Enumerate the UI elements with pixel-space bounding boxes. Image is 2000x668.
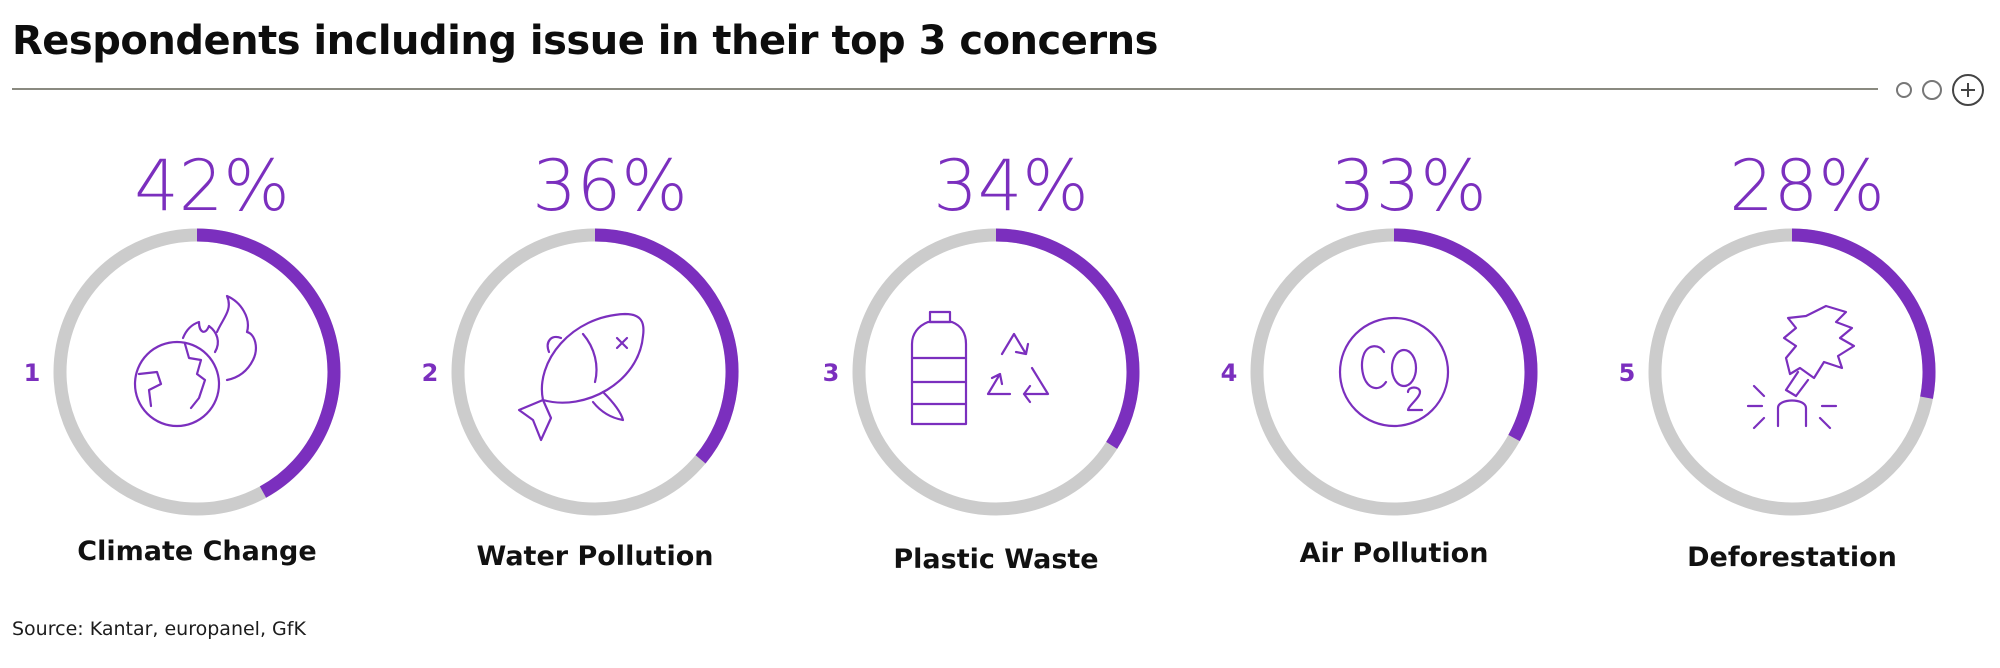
donut-item-1: 42% 1 Climate Change bbox=[24, 145, 341, 567]
rank-label: 4 bbox=[1221, 359, 1238, 387]
value-label: 33% bbox=[1331, 145, 1487, 227]
chart-title: Respondents including issue in their top… bbox=[12, 18, 1158, 64]
donut-item-4: 33% 4 Air Pollution bbox=[1221, 145, 1538, 569]
category-label: Climate Change bbox=[77, 536, 316, 567]
rank-label: 2 bbox=[422, 359, 439, 387]
globe-fire-icon bbox=[133, 294, 257, 428]
category-label: Water Pollution bbox=[477, 541, 714, 572]
donut-chart: 42% 1 Climate Change 36% 2 Water Pollution 34%… bbox=[24, 145, 1936, 575]
dead-fish-icon bbox=[517, 312, 645, 442]
donut-item-2: 36% 2 Water Pollution bbox=[422, 145, 739, 572]
plastic-bottle-recycle-icon bbox=[910, 310, 1050, 426]
category-label: Deforestation bbox=[1687, 542, 1897, 573]
donut-value-arc bbox=[1791, 228, 1936, 399]
plus-circle-icon[interactable] bbox=[1952, 74, 1984, 106]
donut-item-3: 34% 3 Plastic Waste bbox=[823, 145, 1140, 575]
circle-icon[interactable] bbox=[1922, 80, 1942, 100]
small-circle-icon[interactable] bbox=[1896, 82, 1912, 98]
cut-tree-icon bbox=[1746, 304, 1856, 430]
chart-controls bbox=[1896, 74, 1996, 108]
category-label: Air Pollution bbox=[1300, 538, 1489, 569]
category-label: Plastic Waste bbox=[893, 544, 1098, 575]
donut-item-5: 28% 5 Deforestation bbox=[1619, 145, 1936, 573]
value-label: 42% bbox=[134, 145, 290, 227]
donut-value-arc bbox=[196, 228, 341, 498]
rank-label: 5 bbox=[1619, 359, 1636, 387]
value-label: 36% bbox=[532, 145, 688, 227]
value-label: 28% bbox=[1729, 145, 1885, 227]
donut-value-arc bbox=[1393, 228, 1538, 442]
donut-value-arc bbox=[594, 228, 739, 464]
source-note: Source: Kantar, europanel, GfK bbox=[12, 618, 306, 640]
title-divider bbox=[12, 88, 1878, 90]
rank-label: 3 bbox=[823, 359, 840, 387]
value-label: 34% bbox=[933, 145, 1089, 227]
rank-label: 1 bbox=[24, 359, 41, 387]
donut-value-arc bbox=[995, 228, 1140, 449]
co2-icon bbox=[1338, 316, 1450, 428]
